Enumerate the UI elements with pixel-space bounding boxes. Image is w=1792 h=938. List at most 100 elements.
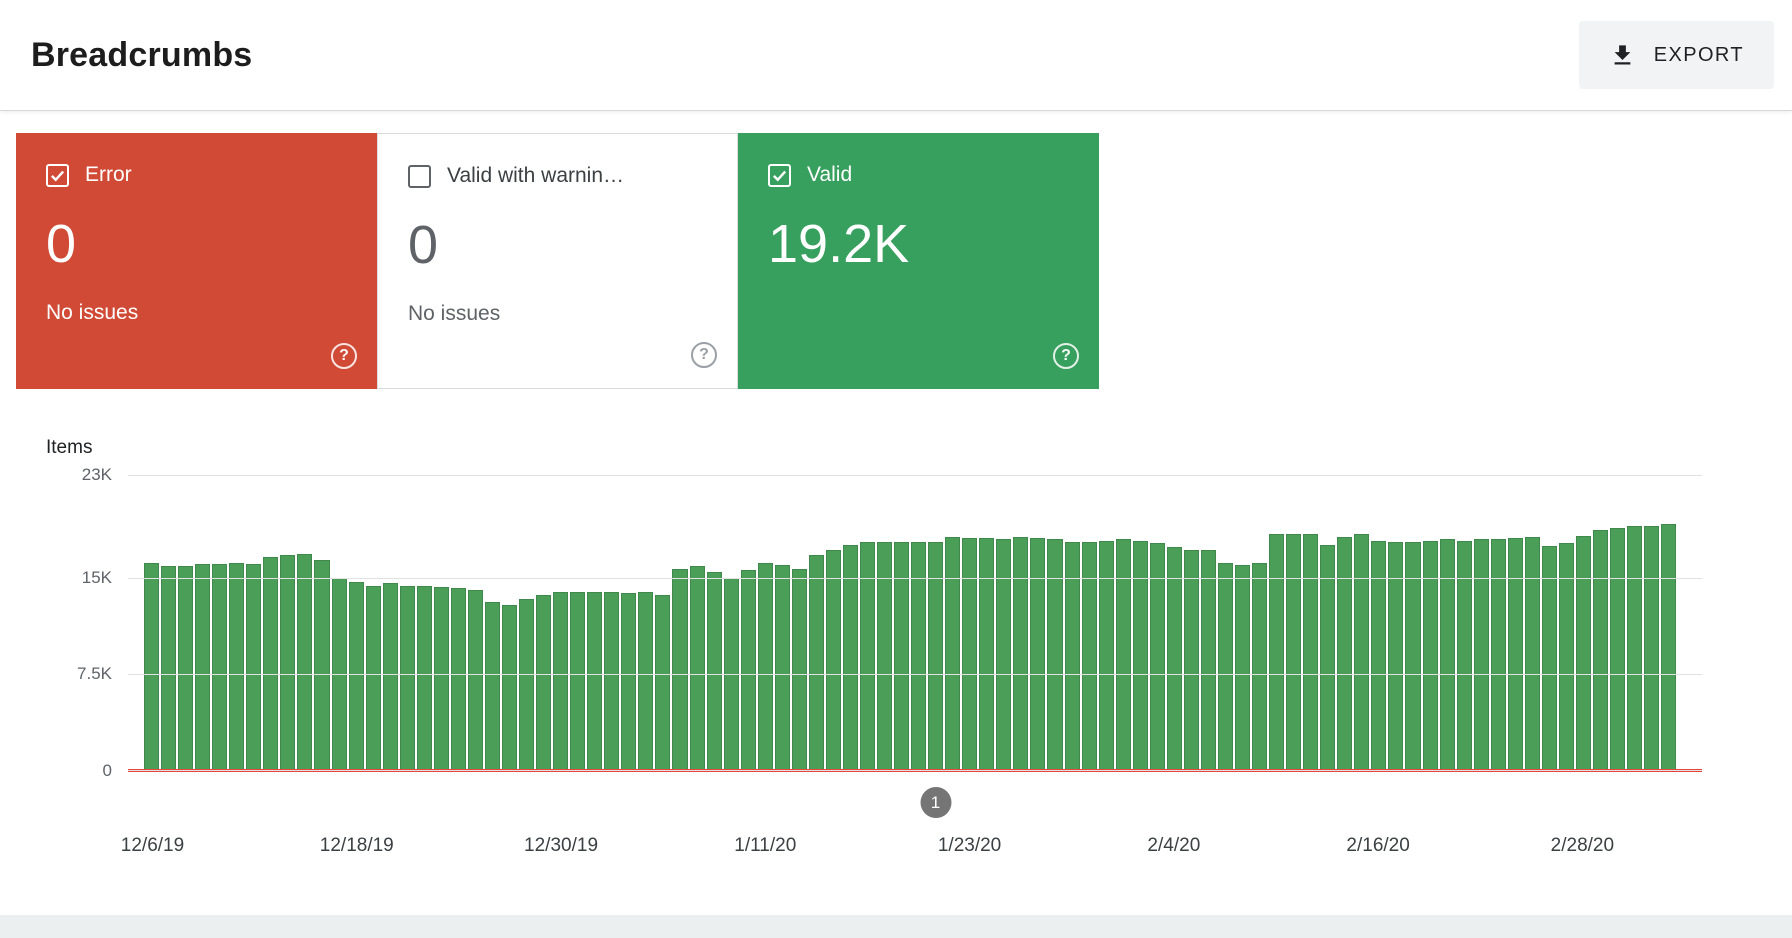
bar[interactable] — [621, 593, 637, 771]
bar[interactable] — [791, 568, 807, 771]
bar[interactable] — [672, 568, 688, 771]
bar[interactable] — [1592, 530, 1609, 771]
bar[interactable] — [587, 592, 603, 771]
bar[interactable] — [1081, 541, 1097, 771]
bar[interactable] — [246, 563, 262, 771]
bar[interactable] — [1252, 562, 1268, 771]
checkbox-checked-icon[interactable] — [768, 163, 791, 187]
bar[interactable] — [297, 553, 313, 771]
bar[interactable] — [877, 541, 893, 771]
bar[interactable] — [1473, 539, 1489, 771]
bar[interactable] — [655, 594, 671, 771]
bar[interactable] — [945, 536, 961, 771]
bar[interactable] — [1149, 543, 1165, 771]
bar[interactable] — [450, 588, 466, 771]
bar[interactable] — [280, 554, 296, 771]
bar[interactable] — [962, 538, 978, 771]
card-valid-with-warnings[interactable]: Valid with warnin… 0 No issues ? — [377, 133, 738, 389]
bar[interactable] — [1405, 541, 1421, 771]
bar[interactable] — [1354, 534, 1370, 771]
bar[interactable] — [1627, 526, 1643, 771]
bar[interactable] — [1047, 539, 1063, 771]
checkbox-checked-icon[interactable] — [46, 163, 69, 187]
bar[interactable] — [859, 541, 876, 771]
bar[interactable] — [1575, 535, 1591, 771]
bar[interactable] — [1388, 541, 1404, 771]
bar[interactable] — [1064, 541, 1080, 771]
bar[interactable] — [1303, 534, 1319, 771]
bar[interactable] — [1524, 536, 1540, 771]
bar[interactable] — [1013, 536, 1029, 771]
bar[interactable] — [1269, 534, 1285, 771]
bar[interactable] — [1235, 565, 1251, 771]
bar[interactable] — [1456, 540, 1472, 771]
bar[interactable] — [1610, 527, 1626, 771]
bar[interactable] — [484, 602, 500, 771]
bar[interactable] — [638, 592, 654, 771]
bar[interactable] — [928, 541, 944, 771]
bar[interactable] — [842, 544, 858, 771]
bar[interactable] — [1661, 523, 1677, 771]
bar[interactable] — [433, 586, 449, 771]
bar[interactable] — [1115, 539, 1131, 771]
bar[interactable] — [144, 562, 160, 771]
card-valid-value: 19.2K — [768, 214, 910, 274]
export-button[interactable]: EXPORT — [1578, 21, 1774, 89]
checkbox-unchecked-icon[interactable] — [408, 164, 431, 188]
bar[interactable] — [553, 592, 569, 771]
bar[interactable] — [519, 598, 535, 771]
bar[interactable] — [365, 585, 381, 771]
help-icon[interactable]: ? — [1053, 343, 1079, 369]
bar[interactable] — [740, 570, 756, 771]
card-error[interactable]: Error 0 No issues ? — [16, 133, 377, 389]
timeline-marker[interactable]: 1 — [920, 787, 952, 818]
bar[interactable] — [570, 592, 586, 771]
bar[interactable] — [501, 604, 518, 771]
bar[interactable] — [382, 583, 398, 771]
bar[interactable] — [1286, 534, 1302, 771]
bar[interactable] — [1320, 544, 1336, 771]
bar[interactable] — [894, 541, 910, 771]
bar[interactable] — [774, 565, 790, 771]
bar[interactable] — [536, 594, 552, 771]
bar[interactable] — [911, 541, 927, 771]
bar[interactable] — [825, 549, 841, 771]
bar[interactable] — [996, 539, 1012, 771]
bar[interactable] — [212, 563, 228, 771]
bar[interactable] — [1507, 538, 1523, 771]
bar[interactable] — [689, 566, 705, 771]
bar[interactable] — [604, 592, 620, 771]
bar[interactable] — [706, 571, 722, 771]
bar[interactable] — [1422, 540, 1438, 771]
bar[interactable] — [1541, 545, 1557, 771]
bar[interactable] — [161, 566, 177, 771]
bar[interactable] — [229, 562, 245, 771]
bar[interactable] — [1558, 543, 1574, 771]
bar[interactable] — [195, 563, 211, 771]
bar[interactable] — [1200, 549, 1216, 771]
bar[interactable] — [1166, 547, 1182, 771]
bar[interactable] — [416, 585, 432, 771]
bar[interactable] — [1644, 526, 1660, 771]
bar[interactable] — [263, 557, 279, 771]
bar[interactable] — [757, 562, 773, 771]
bar[interactable] — [808, 554, 824, 771]
bar[interactable] — [1371, 540, 1387, 771]
bar[interactable] — [467, 589, 483, 771]
bar[interactable] — [979, 538, 995, 771]
card-valid[interactable]: Valid 19.2K ? — [738, 133, 1099, 389]
bar[interactable] — [1132, 540, 1148, 771]
bar[interactable] — [1183, 549, 1199, 771]
bar[interactable] — [1337, 536, 1353, 771]
help-icon[interactable]: ? — [331, 343, 357, 369]
bar[interactable] — [1030, 538, 1046, 771]
bar[interactable] — [1217, 562, 1233, 771]
bar[interactable] — [399, 585, 415, 771]
bar[interactable] — [348, 581, 364, 771]
bar[interactable] — [314, 559, 330, 771]
bar[interactable] — [178, 566, 194, 771]
help-icon[interactable]: ? — [691, 342, 717, 368]
bar[interactable] — [1439, 539, 1455, 771]
bar[interactable] — [1098, 540, 1114, 771]
bar[interactable] — [1490, 539, 1506, 771]
